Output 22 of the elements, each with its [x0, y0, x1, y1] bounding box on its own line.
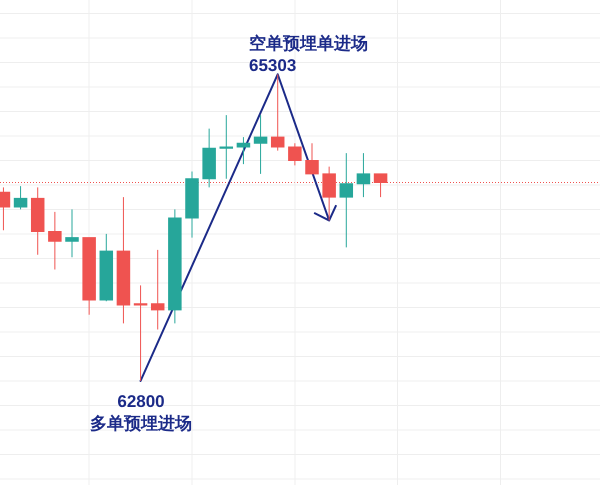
candlestick	[134, 284, 148, 382]
candlestick	[30, 186, 44, 256]
candlestick	[185, 170, 199, 238]
candlestick	[340, 152, 354, 248]
candlestick	[254, 114, 268, 174]
candlestick	[288, 142, 302, 166]
candlestick	[236, 136, 250, 165]
candlestick	[150, 249, 164, 330]
candlestick	[356, 152, 370, 198]
annotation: 62800 多单预埋进场	[90, 392, 192, 434]
candlestick	[82, 237, 96, 316]
annotation: 空单预埋单进场 65303	[249, 34, 368, 76]
candlestick	[14, 186, 28, 210]
candlestick	[270, 74, 284, 152]
candlestick	[116, 196, 130, 324]
candlestick	[65, 208, 79, 258]
candlestick	[100, 233, 114, 302]
candlestick	[305, 142, 319, 174]
candlestick	[168, 208, 182, 324]
candlestick	[48, 211, 62, 270]
candlestick	[202, 128, 216, 188]
candlestick	[220, 114, 234, 180]
